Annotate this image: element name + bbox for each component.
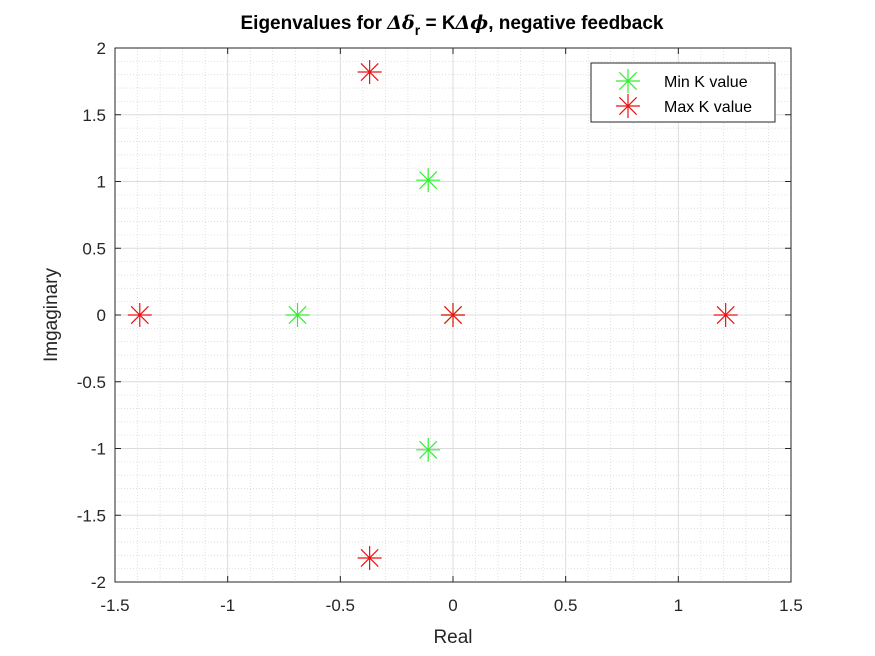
legend-label-max-k: Max K value: [664, 99, 752, 116]
y-tick-label: -2: [91, 573, 106, 592]
x-tick-label: 0: [448, 596, 457, 615]
x-tick-label: -0.5: [326, 596, 355, 615]
data-point-max-k: [713, 303, 738, 327]
data-point-max-k: [357, 545, 382, 570]
legend-label-min-k: Min K value: [664, 74, 748, 91]
legend-marker-min-k: [616, 69, 640, 93]
y-tick-label: 0: [97, 306, 106, 325]
y-tick-label: 0.5: [82, 239, 106, 258]
x-axis-label: Real: [433, 627, 472, 648]
title-prefix: Eigenvalues for: [241, 13, 388, 34]
x-tick-label: 0.5: [554, 596, 578, 615]
x-tick-label: 1.5: [779, 596, 803, 615]
x-tick-label: 1: [674, 596, 683, 615]
data-point-max-k: [441, 303, 465, 327]
data-point-min-k: [416, 437, 441, 462]
title-delta-symbol-2: Δ: [455, 12, 471, 34]
title-delta-symbol: Δ: [386, 12, 402, 34]
y-axis-label: Imgaginary: [41, 268, 62, 362]
x-tick-labels: -1.5 -1 -0.5 0 0.5 1 1.5: [100, 596, 802, 615]
data-point-max-k: [127, 303, 152, 327]
axis-ticks: [114, 47, 792, 583]
y-tick-label: -0.5: [77, 373, 106, 392]
title-phi-symbol: ϕ: [470, 12, 488, 34]
x-tick-label: -1.5: [100, 596, 129, 615]
y-tick-label: 1.5: [82, 106, 106, 125]
data-point-max-k: [357, 60, 382, 85]
y-tick-label: 2: [97, 39, 106, 58]
y-tick-label: 1: [97, 173, 106, 192]
chart-title: Eigenvalues for Δδr = KΔϕ, negative feed…: [241, 12, 664, 38]
data-markers: [127, 60, 738, 570]
y-tick-label: -1.5: [77, 506, 106, 525]
x-tick-label: -1: [220, 596, 235, 615]
title-delta-small-symbol: δ: [401, 12, 415, 34]
title-suffix: , negative feedback: [488, 13, 664, 34]
legend-marker-max-k: [616, 94, 640, 118]
data-point-min-k: [285, 303, 310, 327]
y-tick-labels: -2 -1.5 -1 -0.5 0 0.5 1 1.5 2: [77, 39, 106, 592]
title-middle: = K: [420, 13, 456, 34]
data-point-min-k: [416, 168, 441, 193]
title-subscript: r: [415, 22, 421, 38]
y-tick-label: -1: [91, 440, 106, 459]
legend: Min K value Max K value: [590, 62, 776, 123]
